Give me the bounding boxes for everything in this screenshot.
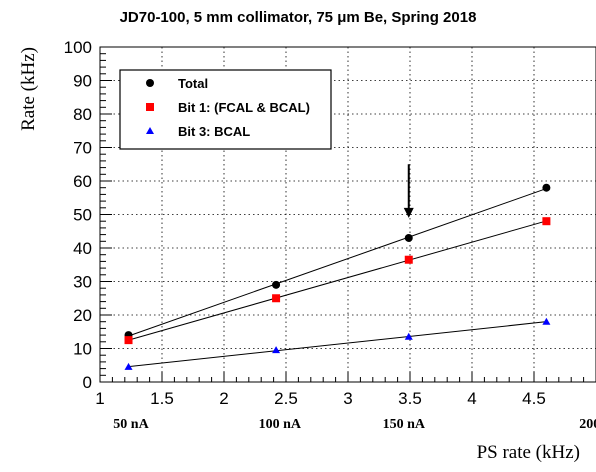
legend-marker <box>146 103 154 111</box>
fit-line <box>128 188 547 337</box>
y-tick-label: 0 <box>83 373 92 392</box>
x-tick-label: 1 <box>95 389 104 408</box>
data-point <box>542 183 551 192</box>
beam-current-label: 50 nA <box>113 417 149 432</box>
grid <box>100 47 596 382</box>
chart-title: JD70-100, 5 mm collimator, 75 μm Be, Spr… <box>120 9 477 26</box>
data-point <box>272 346 281 354</box>
data-point <box>124 336 133 345</box>
beam-current-labels: 50 nA 100 nA 150 nA 200 <box>113 417 596 432</box>
x-tick-label: 3 <box>343 389 352 408</box>
beam-current-label: 150 nA <box>383 417 426 432</box>
y-tick-label: 50 <box>73 206 92 225</box>
x-tick-label: 2 <box>219 389 228 408</box>
data-point <box>272 280 281 289</box>
y-tick-label: 40 <box>73 239 92 258</box>
x-tick-label: 1.5 <box>150 389 174 408</box>
y-tick-label: 90 <box>73 72 92 91</box>
y-tick-label: 80 <box>73 105 92 124</box>
data-point <box>542 317 551 325</box>
legend: Total Bit 1: (FCAL & BCAL) Bit 3: BCAL <box>119 69 332 150</box>
x-tick-label: 4.5 <box>522 389 546 408</box>
data-point <box>272 294 281 303</box>
data-point <box>404 233 413 242</box>
annotation-arrow <box>403 164 414 218</box>
axis-ticks <box>99 46 585 383</box>
y-tick-label: 70 <box>73 139 92 158</box>
x-tick-label: 2.5 <box>274 389 298 408</box>
legend-box <box>119 69 332 150</box>
y-tick-label: 10 <box>73 340 92 359</box>
legend-label: Total <box>178 76 208 91</box>
data-point <box>404 255 413 264</box>
fit-line <box>128 321 547 368</box>
y-tick-label: 30 <box>73 273 92 292</box>
fit-lines <box>128 188 547 368</box>
x-axis-label: PS rate (kHz) <box>477 442 580 463</box>
data-point <box>124 362 133 370</box>
data-markers <box>124 183 551 370</box>
data-point <box>404 332 413 340</box>
arrow-head <box>403 207 414 218</box>
legend-marker <box>146 127 154 134</box>
beam-current-label: 100 nA <box>259 417 302 432</box>
y-tick-label: 60 <box>73 172 92 191</box>
x-tick-label: 3.5 <box>398 389 422 408</box>
beam-current-label: 200 <box>579 417 596 432</box>
legend-label: Bit 3: BCAL <box>178 124 250 139</box>
data-point <box>542 217 551 226</box>
y-tick-label: 100 <box>64 38 92 57</box>
legend-label: Bit 1: (FCAL & BCAL) <box>178 100 310 115</box>
fit-line <box>128 220 547 341</box>
x-tick-label: 4 <box>467 389 476 408</box>
y-axis-label: Rate (kHz) <box>18 47 39 131</box>
legend-marker <box>146 79 154 87</box>
y-tick-label: 20 <box>73 306 92 325</box>
tick-labels: 1 1.5 2 2.5 3 3.5 4 4.5 0 10 20 30 40 50 60 70 80 90 100 <box>64 38 546 408</box>
